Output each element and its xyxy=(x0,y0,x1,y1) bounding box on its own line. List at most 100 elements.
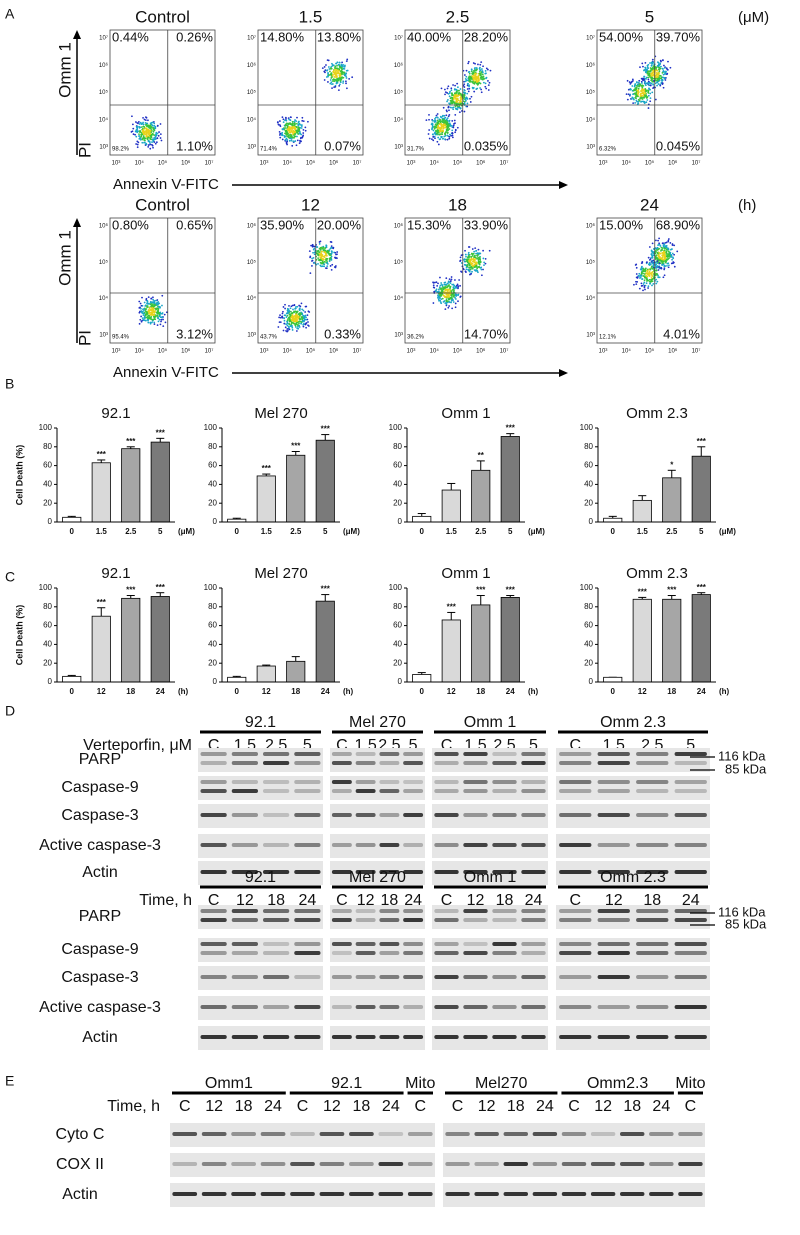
event-dot xyxy=(142,117,144,119)
event-dot xyxy=(285,326,287,328)
bar xyxy=(663,599,681,682)
event-dot xyxy=(636,87,638,89)
event-dot xyxy=(461,271,463,273)
event-dot xyxy=(284,304,286,306)
event-dot xyxy=(287,312,289,314)
event-dot xyxy=(159,319,161,321)
event-dot xyxy=(338,64,340,66)
x-tick-label: 10⁶ xyxy=(668,348,678,355)
blot-band xyxy=(675,951,707,955)
event-dot xyxy=(658,248,660,250)
blot-band xyxy=(463,843,487,847)
event-dot xyxy=(482,258,484,260)
event-dot xyxy=(666,73,668,75)
x-unit: (h) xyxy=(528,687,539,696)
blot-band xyxy=(474,1162,498,1166)
event-dot xyxy=(335,65,337,67)
event-dot xyxy=(446,129,448,131)
event-dot xyxy=(474,63,476,65)
blot-band xyxy=(379,780,399,784)
event-dot xyxy=(150,298,152,300)
event-dot xyxy=(161,295,163,297)
event-dot xyxy=(631,85,633,87)
event-dot xyxy=(290,307,292,309)
y-tick-label: 80 xyxy=(208,602,217,611)
bar xyxy=(151,596,169,682)
event-dot xyxy=(656,281,658,283)
event-dot xyxy=(443,127,445,129)
event-dot xyxy=(469,246,471,248)
event-dot xyxy=(153,123,155,125)
event-dot xyxy=(432,302,434,304)
event-dot xyxy=(452,298,454,300)
event-dot xyxy=(648,87,650,89)
bar xyxy=(228,677,246,682)
event-dot xyxy=(152,145,154,147)
y-tick-label: 10³ xyxy=(247,145,256,151)
event-dot xyxy=(439,130,441,132)
x-unit: (μM) xyxy=(719,527,736,536)
blot-band xyxy=(559,1005,591,1009)
blot-band xyxy=(434,813,458,817)
event-dot xyxy=(672,261,674,263)
event-dot xyxy=(662,253,664,255)
x-tick-label: 24 xyxy=(506,687,515,696)
y-tick-label: 10⁵ xyxy=(247,259,257,266)
blot-band xyxy=(463,761,487,765)
row-label: Caspase-9 xyxy=(61,941,138,958)
x-unit: (μM) xyxy=(343,527,360,536)
event-dot xyxy=(435,121,437,123)
event-dot xyxy=(451,130,453,132)
event-dot xyxy=(450,302,452,304)
event-dot xyxy=(468,91,470,93)
event-dot xyxy=(291,316,293,318)
event-dot xyxy=(453,295,455,297)
blot-band xyxy=(675,813,707,817)
event-dot xyxy=(149,127,151,129)
quadrant-value: 20.00% xyxy=(317,217,362,232)
event-dot xyxy=(154,318,156,320)
blot-band xyxy=(445,1132,469,1136)
y-tick-label: 10³ xyxy=(586,145,595,151)
event-dot xyxy=(296,319,298,321)
event-dot xyxy=(292,137,294,139)
event-dot xyxy=(158,303,160,305)
y-tick-label: 20 xyxy=(584,498,593,507)
blot-band xyxy=(294,918,320,922)
size-marker: 85 kDa xyxy=(725,916,767,931)
blot-band xyxy=(379,752,399,756)
event-dot xyxy=(475,253,477,255)
quadrant-value: 40.00% xyxy=(407,29,452,44)
bar xyxy=(663,478,681,522)
bar xyxy=(316,601,334,682)
event-dot xyxy=(657,76,659,78)
event-dot xyxy=(334,72,336,74)
blot-band xyxy=(232,1035,258,1039)
event-dot xyxy=(635,264,637,266)
event-dot xyxy=(461,254,463,256)
event-dot xyxy=(140,316,142,318)
bar xyxy=(472,605,490,682)
event-dot xyxy=(482,269,484,271)
event-dot xyxy=(641,82,643,84)
event-dot xyxy=(473,260,475,262)
event-dot xyxy=(142,317,144,319)
event-dot xyxy=(344,66,346,68)
event-dot xyxy=(441,284,443,286)
blot-band xyxy=(294,975,320,979)
blot-band xyxy=(294,1035,320,1039)
event-dot xyxy=(287,125,289,127)
x-tick-label: 1.5 xyxy=(637,527,649,536)
quadrant-value: 35.90% xyxy=(260,217,305,232)
event-dot xyxy=(668,266,670,268)
blot-band xyxy=(356,761,376,765)
event-dot xyxy=(485,263,487,265)
event-dot xyxy=(651,265,653,267)
event-dot xyxy=(465,256,467,258)
blot-band xyxy=(492,1035,516,1039)
event-dot xyxy=(665,70,667,72)
event-dot xyxy=(485,82,487,84)
event-dot xyxy=(140,303,142,305)
event-dot xyxy=(474,81,476,83)
event-dot xyxy=(301,317,303,319)
